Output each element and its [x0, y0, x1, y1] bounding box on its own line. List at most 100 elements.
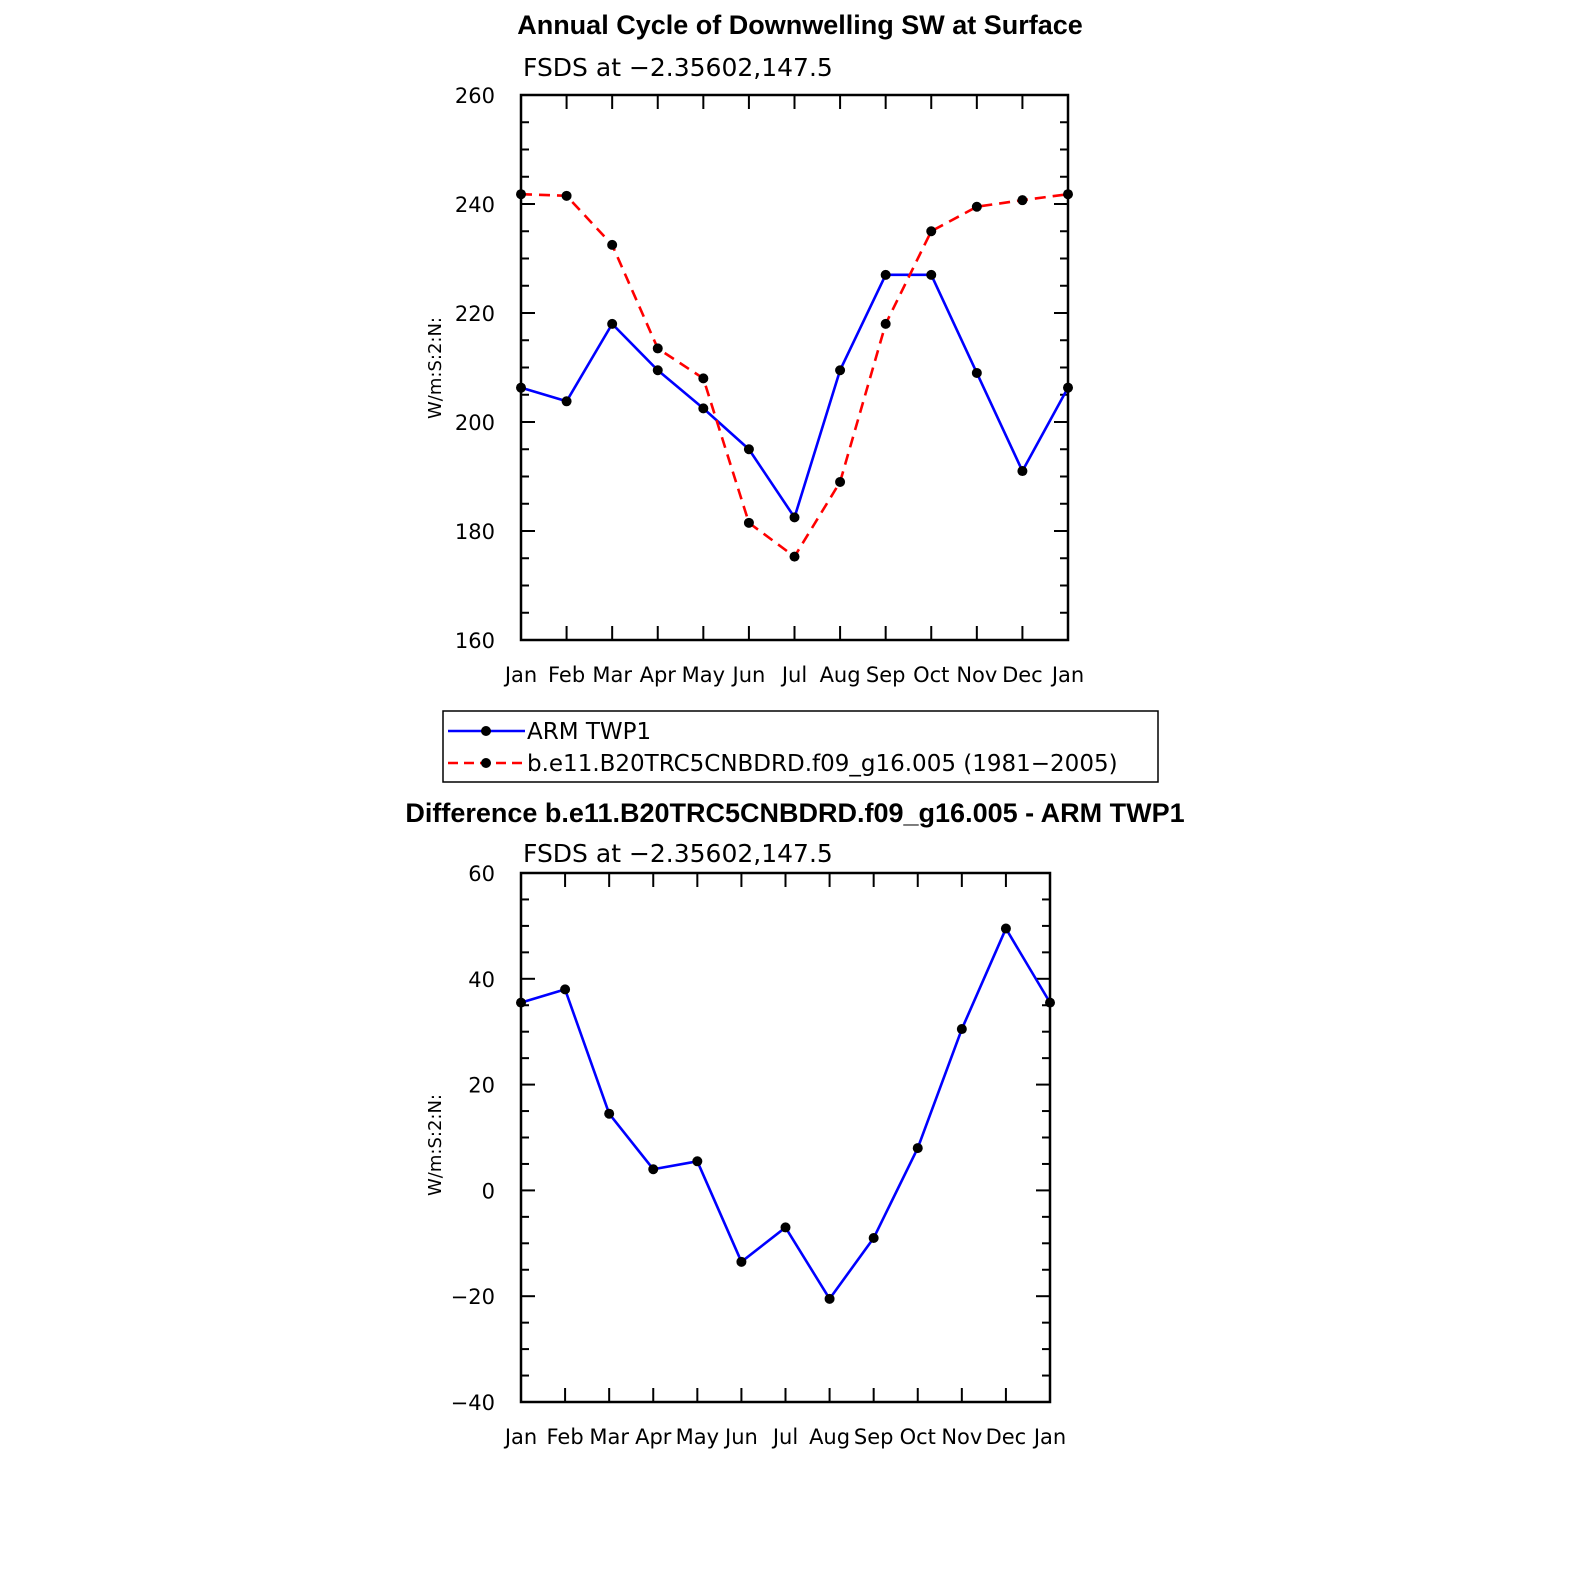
x-tick-label: Sep [866, 663, 906, 687]
data-point [971, 201, 982, 212]
annual-cycle-chart: Annual Cycle of Downwelling SW at Surfac… [425, 10, 1084, 687]
data-point [561, 190, 572, 201]
data-point [698, 403, 709, 414]
x-tick-label: Oct [913, 663, 949, 687]
x-tick-label: Jan [503, 663, 537, 687]
x-tick-label: May [676, 1425, 719, 1449]
x-tick-label: Nov [956, 663, 997, 687]
y-axis-label: W/m:S:2:N: [425, 1094, 446, 1196]
data-point [736, 1256, 747, 1267]
plot-frame [519, 871, 1052, 1404]
data-point [971, 367, 982, 378]
plot-area-top: 160 180 200 220 240 260 Jan Feb Mar Apr May Jun Jul A… [455, 84, 1084, 687]
data-point [1017, 195, 1028, 206]
legend-marker-model [481, 758, 491, 768]
data-point [880, 269, 891, 280]
y-tick-label: 40 [468, 968, 495, 992]
x-tick-label: Feb [546, 1425, 583, 1449]
data-point [743, 444, 754, 455]
data-point [560, 984, 571, 995]
data-point [743, 517, 754, 528]
data-point [956, 1024, 967, 1035]
y-tick-label: 220 [455, 302, 495, 326]
y-tick-label: 200 [455, 411, 495, 435]
series-layer-bottom [516, 923, 1055, 1304]
x-tick-label: May [682, 663, 725, 687]
y-tick-label: −20 [451, 1285, 495, 1309]
data-point [789, 512, 800, 523]
x-tick-label: Feb [548, 663, 585, 687]
data-point [789, 551, 800, 562]
data-point [824, 1293, 835, 1304]
data-point [516, 382, 526, 393]
data-point [1017, 466, 1028, 477]
y-tick-label: 60 [468, 862, 495, 886]
legend: ARM TWP1 b.e11.B20TRC5CNBDRD.f09_g16.005… [442, 710, 1159, 783]
data-point [692, 1156, 703, 1167]
x-tick-label: Nov [941, 1425, 982, 1449]
y-tick-label: 260 [455, 84, 495, 108]
data-point [1063, 189, 1073, 200]
legend-marker-arm [481, 726, 491, 736]
data-point [835, 476, 846, 487]
data-point [912, 1143, 923, 1154]
legend-label-model: b.e11.B20TRC5CNBDRD.f09_g16.005 (1981−20… [527, 751, 1118, 777]
y-tick-label: 20 [468, 1074, 495, 1098]
x-tick-label: Jan [503, 1425, 537, 1449]
x-tick-label: Jul [771, 1425, 798, 1449]
data-point [516, 997, 526, 1008]
chart-title: Annual Cycle of Downwelling SW at Surfac… [517, 10, 1083, 40]
x-tick-label: Sep [854, 1425, 894, 1449]
series-line-1 [520, 192, 1069, 558]
plot-area-bottom: −40 −20 0 20 40 60 Jan Feb Mar Apr May Jun Jul Aug Sep… [451, 862, 1067, 1449]
data-point [1063, 382, 1073, 393]
x-tick-label: Mar [589, 1425, 629, 1449]
chart-subtitle: FSDS at −2.35602,147.5 [523, 839, 833, 868]
data-point [780, 1222, 791, 1233]
y-axis-label: W/m:S:2:N: [425, 317, 446, 419]
y-tick-label: 0 [482, 1179, 495, 1203]
series-line-0 [520, 927, 1052, 1301]
y-tick-label: 240 [455, 193, 495, 217]
data-point [607, 318, 618, 329]
y-tick-label: 160 [455, 629, 495, 653]
x-tick-label: Apr [635, 1425, 672, 1449]
x-tick-label: Aug [820, 663, 861, 687]
series-line-0 [520, 273, 1070, 519]
data-point [648, 1164, 659, 1175]
data-point [607, 239, 618, 250]
data-point [698, 373, 709, 384]
data-point [652, 343, 663, 354]
x-tick-label: Mar [592, 663, 632, 687]
data-point [880, 318, 891, 329]
x-tick-label: Dec [986, 1425, 1027, 1449]
data-point [1045, 997, 1055, 1008]
y-tick-label: −40 [451, 1391, 495, 1415]
x-tick-label: Aug [809, 1425, 850, 1449]
data-point [561, 396, 572, 407]
data-point [1000, 923, 1011, 934]
x-tick-label: Apr [640, 663, 677, 687]
chart-subtitle: FSDS at −2.35602,147.5 [523, 53, 833, 82]
legend-box [442, 710, 1159, 783]
series-layer-top [516, 189, 1073, 562]
x-tick-label: Oct [900, 1425, 936, 1449]
data-point [604, 1108, 615, 1119]
x-tick-label: Jan [1050, 663, 1084, 687]
legend-label-arm: ARM TWP1 [527, 719, 651, 745]
data-point [516, 189, 526, 200]
data-point [868, 1233, 879, 1244]
difference-chart: Difference b.e11.B20TRC5CNBDRD.f09_g16.0… [405, 798, 1184, 1449]
x-tick-label: Jan [1032, 1425, 1066, 1449]
data-point [835, 365, 846, 376]
chart-title: Difference b.e11.B20TRC5CNBDRD.f09_g16.0… [405, 798, 1184, 828]
data-point [926, 269, 937, 280]
data-point [926, 226, 937, 237]
x-tick-label: Jul [780, 663, 807, 687]
data-point [652, 365, 663, 376]
x-tick-label: Jun [731, 663, 766, 687]
y-tick-label: 180 [455, 520, 495, 544]
x-tick-label: Jun [723, 1425, 758, 1449]
x-tick-label: Dec [1002, 663, 1043, 687]
